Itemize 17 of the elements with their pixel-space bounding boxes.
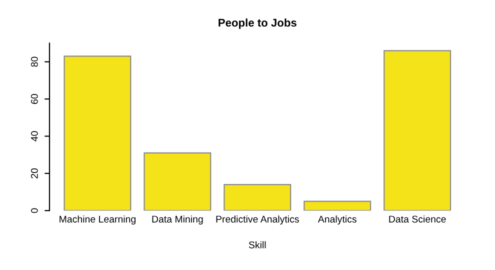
- y-tick-label: 60: [30, 94, 38, 104]
- bar: [224, 184, 292, 211]
- bar: [144, 152, 212, 211]
- bar: [64, 56, 132, 211]
- x-tick-label: Analytics: [318, 215, 356, 225]
- y-tick-label: 40: [30, 131, 38, 142]
- y-tick-label: 80: [30, 56, 38, 67]
- chart-title: People to Jobs: [218, 18, 296, 29]
- x-tick-label: Data Mining: [152, 215, 203, 225]
- x-tick-label: Predictive Analytics: [216, 215, 299, 225]
- x-tick-label: Machine Learning: [60, 215, 136, 225]
- y-tick-label: 20: [30, 168, 38, 178]
- x-tick-label: Data Science: [389, 215, 446, 223]
- x-axis-title: Skill: [248, 241, 266, 248]
- bar: [384, 50, 452, 211]
- y-tick-label: 0: [30, 208, 38, 213]
- bar: [304, 200, 372, 211]
